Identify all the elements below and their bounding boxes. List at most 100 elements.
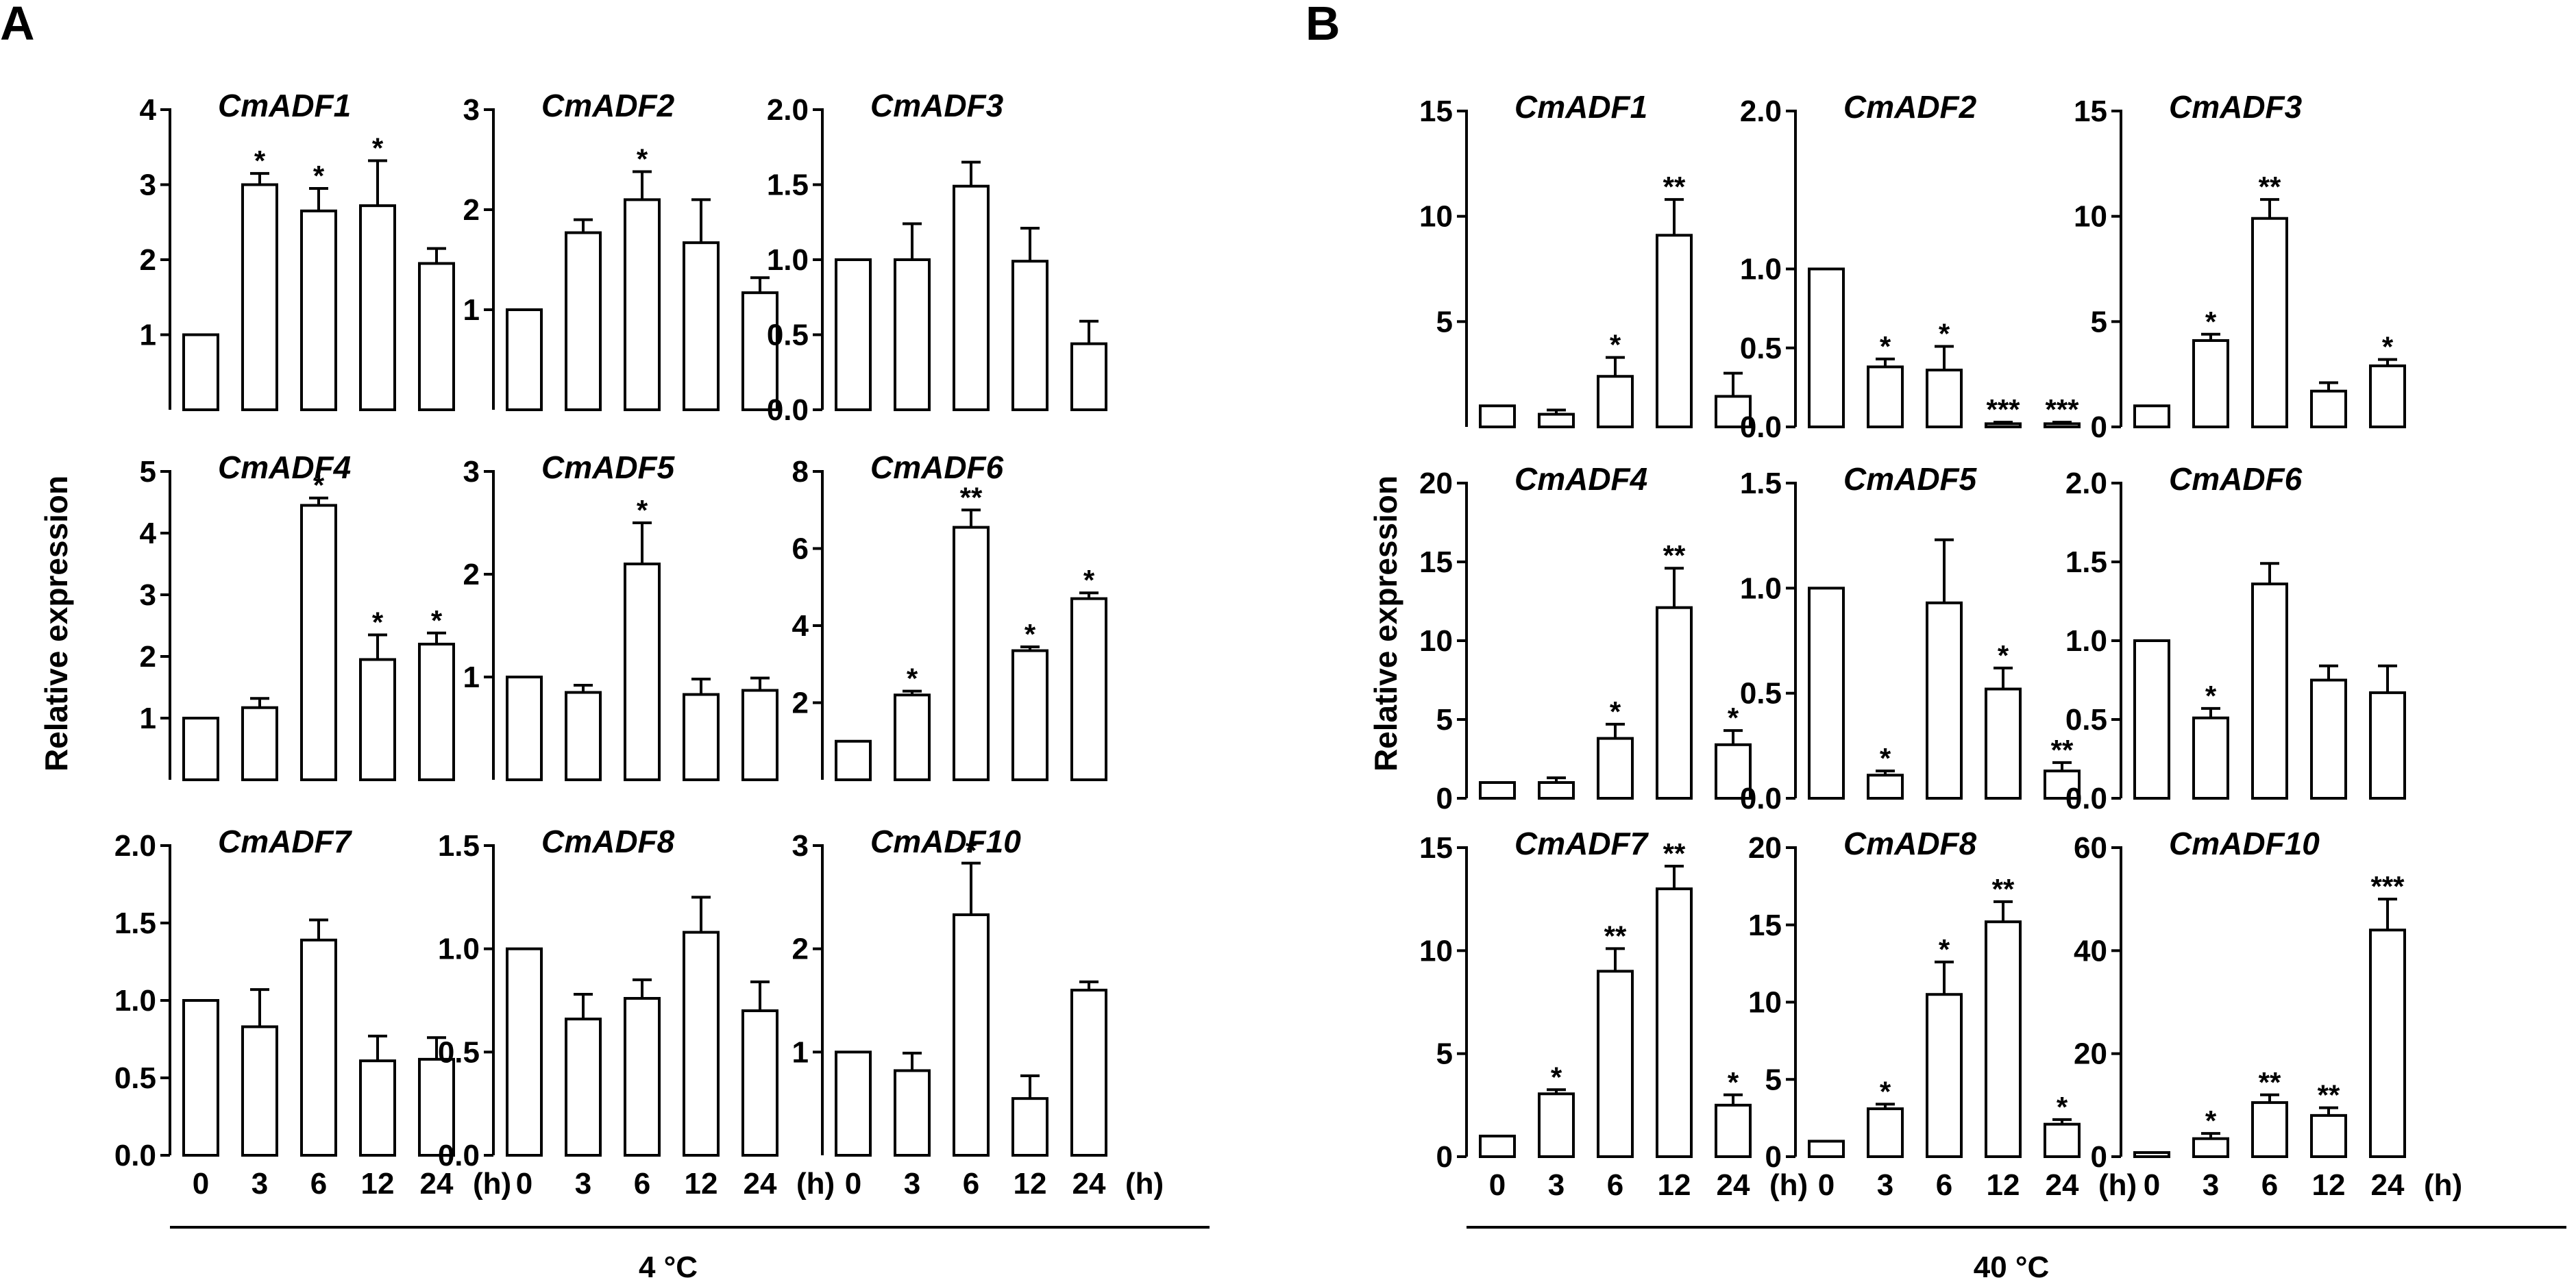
- bar-a-cmadf8-3: [565, 1018, 602, 1157]
- bar-a-cmadf10-6: [953, 913, 990, 1157]
- x-tick-label-a-cmadf10: 12: [1014, 1167, 1047, 1201]
- x-unit-label-b-cmadf7: (h): [1769, 1168, 1808, 1202]
- y-tick-label-b-cmadf4: 10: [1419, 624, 1453, 658]
- significance-mark-b-cmadf7: **: [1663, 837, 1686, 870]
- chart-title-a-cmadf7: CmADF7: [218, 824, 353, 859]
- bar-a-cmadf8-6: [624, 996, 661, 1157]
- bar-a-cmadf4-0: [182, 717, 219, 781]
- significance-mark-b-cmadf10: ***: [2370, 870, 2405, 902]
- x-tick-label-b-cmadf7: 12: [1658, 1168, 1691, 1202]
- significance-mark-b-cmadf4: *: [1728, 702, 1739, 734]
- bar-b-cmadf5-0: [1808, 587, 1845, 800]
- bar-a-cmadf7-24: [418, 1057, 455, 1157]
- bar-a-cmadf7-0: [182, 999, 219, 1157]
- bar-a-cmadf1-3: [241, 183, 278, 411]
- y-tick-label-a-cmadf4: 4: [140, 517, 157, 550]
- x-tick-label-a-cmadf8: 0: [516, 1167, 532, 1201]
- x-tick-label-b-cmadf7: 3: [1548, 1168, 1565, 1202]
- bar-b-cmadf2-3: [1867, 365, 1904, 428]
- bar-b-cmadf4-24: [1715, 743, 1752, 800]
- y-tick-label-b-cmadf2: 0.5: [1740, 332, 1782, 365]
- x-unit-label-a-cmadf10: (h): [1125, 1167, 1164, 1201]
- significance-mark-b-cmadf2: ***: [2045, 393, 2079, 426]
- y-tick-label-b-cmadf7: 5: [1436, 1037, 1453, 1071]
- x-tick-label-a-cmadf8: 6: [634, 1167, 650, 1201]
- bar-b-cmadf2-6: [1926, 369, 1963, 429]
- significance-mark-a-cmadf4: *: [431, 604, 443, 637]
- y-tick-label-a-cmadf4: 1: [140, 702, 156, 735]
- y-tick-label-a-cmadf10: 2: [792, 933, 809, 966]
- bar-b-cmadf8-3: [1867, 1107, 1904, 1158]
- panel-letter-b: B: [1305, 0, 1340, 50]
- x-tick-label-a-cmadf10: 3: [904, 1167, 920, 1201]
- chart-title-b-cmadf6: CmADF6: [2169, 461, 2303, 497]
- significance-mark-b-cmadf7: *: [1728, 1066, 1739, 1098]
- bar-b-cmadf3-3: [2192, 339, 2229, 429]
- x-tick-label-a-cmadf7: 0: [193, 1167, 209, 1201]
- y-tick-label-b-cmadf8: 0: [1765, 1140, 1782, 1174]
- y-tick-label-b-cmadf3: 15: [2074, 95, 2107, 128]
- x-tick-label-a-cmadf10: 0: [845, 1167, 861, 1201]
- significance-mark-b-cmadf2: *: [1880, 330, 1891, 362]
- bar-b-cmadf3-12: [2310, 389, 2347, 429]
- y-tick-label-b-cmadf10: 60: [2074, 831, 2107, 865]
- bar-a-cmadf3-24: [1070, 342, 1107, 412]
- x-unit-label-b-cmadf10: (h): [2424, 1168, 2462, 1202]
- y-tick-label-b-cmadf6: 1.5: [2065, 545, 2107, 579]
- y-tick-label-b-cmadf1: 10: [1419, 200, 1453, 234]
- bar-b-cmadf7-0: [1479, 1134, 1516, 1159]
- significance-mark-a-cmadf6: *: [1083, 564, 1095, 596]
- y-tick-label-b-cmadf10: 40: [2074, 934, 2107, 968]
- x-tick-label-b-cmadf10: 3: [2203, 1168, 2219, 1202]
- bar-b-cmadf1-0: [1479, 404, 1516, 428]
- x-unit-label-b-cmadf8: (h): [2098, 1168, 2137, 1202]
- y-tick-label-a-cmadf6: 6: [792, 532, 809, 566]
- bar-b-cmadf7-12: [1656, 887, 1693, 1158]
- chart-title-b-cmadf1: CmADF1: [1514, 89, 1647, 125]
- y-tick-label-a-cmadf8: 1.5: [438, 829, 480, 863]
- significance-mark-a-cmadf1: *: [313, 160, 325, 192]
- x-tick-label-b-cmadf7: 24: [1717, 1168, 1750, 1202]
- x-tick-label-a-cmadf8: 12: [685, 1167, 718, 1201]
- bar-b-cmadf8-24: [2044, 1122, 2081, 1159]
- x-tick-label-a-cmadf8: 24: [744, 1167, 777, 1201]
- bar-a-cmadf10-24: [1070, 988, 1107, 1157]
- y-tick-label-b-cmadf8: 15: [1748, 909, 1782, 942]
- y-tick-label-a-cmadf10: 3: [792, 829, 809, 863]
- bar-a-cmadf7-12: [359, 1059, 396, 1157]
- bar-a-cmadf6-6: [953, 526, 990, 781]
- y-tick-label-a-cmadf6: 2: [792, 687, 809, 720]
- y-tick-label-b-cmadf2: 0.0: [1740, 410, 1782, 444]
- x-tick-label-b-cmadf7: 6: [1607, 1168, 1623, 1202]
- y-tick-label-b-cmadf4: 20: [1419, 467, 1453, 500]
- bar-b-cmadf5-6: [1926, 601, 1963, 800]
- y-tick-label-b-cmadf6: 1.0: [2065, 624, 2107, 658]
- y-tick-label-b-cmadf4: 15: [1419, 545, 1453, 579]
- significance-mark-b-cmadf3: *: [2205, 306, 2217, 338]
- bar-a-cmadf7-6: [300, 938, 337, 1157]
- chart-title-a-cmadf3: CmADF3: [870, 88, 1004, 123]
- x-tick-label-b-cmadf8: 24: [2046, 1168, 2079, 1202]
- y-tick-label-a-cmadf8: 0.0: [438, 1139, 480, 1172]
- y-tick-label-a-cmadf2: 1: [463, 293, 480, 327]
- bar-a-cmadf4-3: [241, 706, 278, 781]
- bar-a-cmadf2-0: [506, 308, 543, 411]
- y-tick-label-b-cmadf2: 1.0: [1740, 253, 1782, 286]
- y-tick-label-a-cmadf4: 3: [140, 578, 156, 612]
- y-tick-label-b-cmadf2: 2.0: [1740, 95, 1782, 128]
- chart-title-a-cmadf1: CmADF1: [218, 88, 351, 123]
- chart-a-cmadf2: 1 2 3 CmADF2 *: [463, 88, 778, 411]
- y-tick-label-a-cmadf3: 1.5: [767, 169, 809, 202]
- chart-b-cmadf2: 0.00.51.02.0 CmADF2* **** ***: [1740, 89, 2081, 444]
- bar-a-cmadf10-0: [835, 1050, 872, 1157]
- bar-a-cmadf10-12: [1011, 1097, 1048, 1157]
- bar-b-cmadf10-0: [2133, 1150, 2170, 1159]
- y-tick-label-b-cmadf6: 2.0: [2065, 467, 2107, 500]
- x-tick-label-b-cmadf7: 0: [1489, 1168, 1506, 1202]
- y-tick-label-a-cmadf3: 0.5: [767, 319, 809, 352]
- significance-mark-b-cmadf2: *: [1939, 317, 1950, 349]
- chart-title-a-cmadf5: CmADF5: [541, 450, 676, 485]
